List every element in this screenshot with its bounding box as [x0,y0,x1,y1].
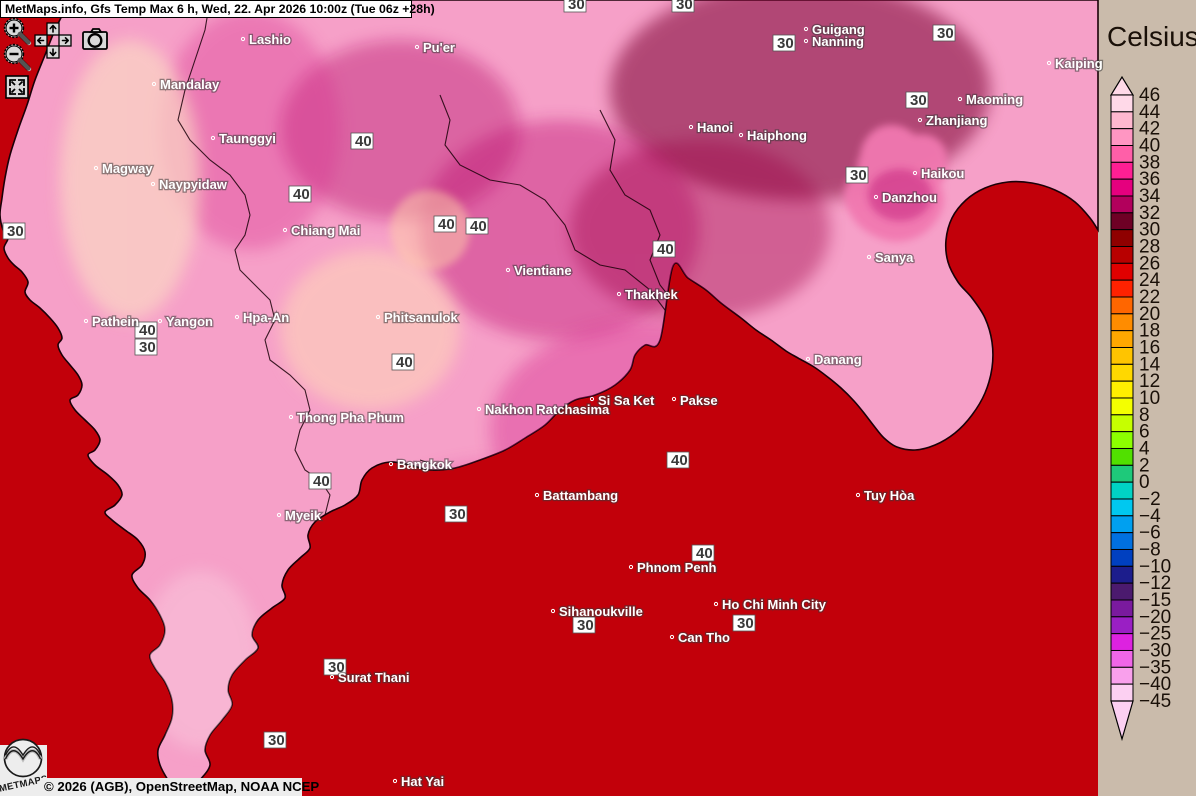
svg-text:Surat Thani: Surat Thani [338,670,410,685]
svg-text:40: 40 [293,186,310,203]
svg-text:Phitsanulok: Phitsanulok [384,310,458,325]
svg-text:Maoming: Maoming [966,92,1023,107]
svg-text:Zhanjiang: Zhanjiang [926,113,987,128]
svg-text:© 2026 (AGB), OpenStreetMap, N: © 2026 (AGB), OpenStreetMap, NOAA NCEP [44,779,319,794]
svg-text:40: 40 [470,218,487,235]
svg-text:Sanya: Sanya [875,250,914,265]
svg-text:30: 30 [568,0,585,13]
svg-text:30: 30 [268,732,285,749]
svg-text:Celsius: Celsius [1107,21,1196,52]
svg-text:Pathein: Pathein [92,314,139,329]
svg-text:Haikou: Haikou [921,166,964,181]
svg-text:Pu'er: Pu'er [423,40,455,55]
svg-text:40: 40 [671,452,688,469]
svg-text:30: 30 [910,92,927,109]
svg-text:Pakse: Pakse [680,393,718,408]
svg-text:40: 40 [139,322,156,339]
svg-text:40: 40 [657,241,674,258]
svg-text:40: 40 [396,354,413,371]
svg-text:Danang: Danang [814,352,862,367]
svg-text:Mandalay: Mandalay [160,77,220,92]
svg-text:30: 30 [449,506,466,523]
svg-text:−45: −45 [1139,691,1171,712]
svg-text:Nakhon Ratchasima: Nakhon Ratchasima [485,402,610,417]
svg-text:40: 40 [313,473,330,490]
svg-text:MetMaps.info, Gfs Temp Max 6 h: MetMaps.info, Gfs Temp Max 6 h, Wed, 22.… [5,2,435,16]
svg-text:Can Tho: Can Tho [678,630,730,645]
svg-text:Danzhou: Danzhou [882,190,937,205]
svg-text:Hanoi: Hanoi [697,120,733,135]
svg-text:Tuy Hòa: Tuy Hòa [864,488,915,503]
svg-text:Battambang: Battambang [543,488,618,503]
svg-text:40: 40 [355,133,372,150]
svg-text:30: 30 [850,167,867,184]
svg-text:Ho Chi Minh City: Ho Chi Minh City [722,597,827,612]
svg-text:Chiang Mai: Chiang Mai [291,223,360,238]
svg-text:Nanning: Nanning [812,34,864,49]
svg-text:Vientiane: Vientiane [514,263,572,278]
svg-text:30: 30 [139,339,156,356]
svg-text:Hpa-An: Hpa-An [243,310,289,325]
svg-text:30: 30 [676,0,693,13]
svg-text:Yangon: Yangon [166,314,213,329]
svg-text:Hat Yai: Hat Yai [401,774,444,789]
svg-text:40: 40 [438,216,455,233]
svg-text:Bangkok: Bangkok [397,457,453,472]
svg-text:Thong Pha Phum: Thong Pha Phum [297,410,404,425]
svg-text:30: 30 [937,25,954,42]
svg-text:30: 30 [737,615,754,632]
svg-text:Myeik: Myeik [285,508,322,523]
svg-text:30: 30 [577,617,594,634]
svg-text:Thakhek: Thakhek [625,287,679,302]
svg-text:Taunggyi: Taunggyi [219,131,276,146]
svg-text:Sihanoukville: Sihanoukville [559,604,643,619]
svg-text:Naypyidaw: Naypyidaw [159,177,228,192]
svg-text:Magway: Magway [102,161,153,176]
svg-text:Phnom Penh: Phnom Penh [637,560,717,575]
svg-text:30: 30 [7,223,24,240]
svg-text:Kaiping: Kaiping [1055,56,1103,71]
svg-text:Lashio: Lashio [249,32,291,47]
svg-text:Haiphong: Haiphong [747,128,807,143]
svg-text:30: 30 [777,35,794,52]
